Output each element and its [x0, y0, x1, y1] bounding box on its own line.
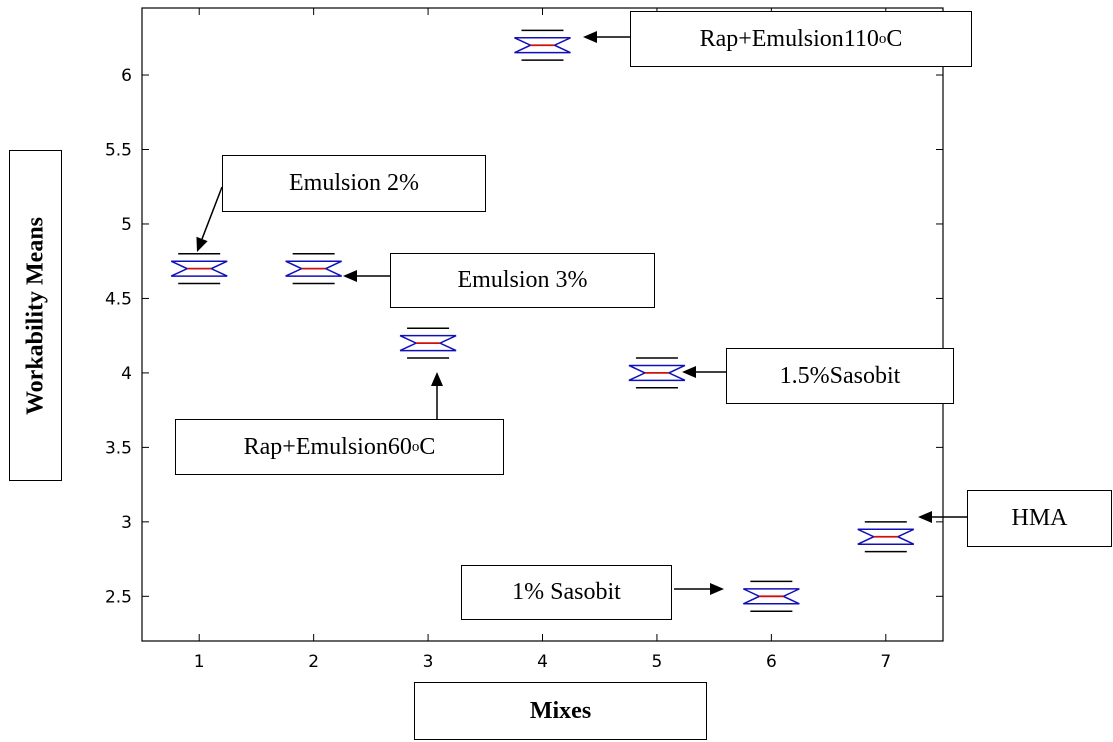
arrow-head — [583, 31, 597, 43]
x-tick-label: 5 — [652, 652, 663, 672]
box-mix-7 — [857, 521, 915, 553]
arrow-head — [710, 583, 724, 595]
arrow-hma — [918, 511, 967, 523]
arrow-head — [682, 366, 696, 378]
annotation-arrows — [196, 31, 967, 595]
y-tick-label: 4 — [121, 364, 132, 384]
arrow-1-5-sasobit — [682, 366, 726, 378]
arrow-emulsion-3 — [343, 270, 390, 282]
arrow-head — [343, 270, 357, 282]
y-tick-label: 4.5 — [105, 289, 132, 309]
annotation-label-1-5-sasobit: 1.5%Sasobit — [726, 348, 954, 404]
x-tick-label: 3 — [423, 652, 434, 672]
box-mix-3 — [399, 327, 457, 359]
annotation-label-1-sasobit: 1% Sasobit — [461, 565, 672, 620]
y-tick-label: 3.5 — [105, 438, 132, 458]
x-tick-label: 7 — [880, 652, 891, 672]
x-axis-title: Mixes — [414, 682, 707, 740]
x-tick-label: 2 — [308, 652, 319, 672]
arrow-head — [196, 236, 208, 252]
boxes — [170, 29, 915, 612]
box-mix-4 — [514, 29, 571, 61]
x-tick-label: 4 — [537, 652, 548, 672]
arrow-rap-emulsion-110 — [583, 31, 630, 43]
arrow-emulsion-2 — [196, 186, 223, 252]
y-tick-label: 2.5 — [105, 587, 132, 607]
annotation-label-hma: HMA — [967, 490, 1112, 547]
y-tick-label: 6 — [121, 66, 132, 86]
arrow-1-sasobit — [674, 583, 724, 595]
box-mix-6 — [743, 580, 800, 612]
annotation-label-emulsion-2: Emulsion 2% — [222, 155, 486, 212]
x-tick-label: 1 — [194, 652, 205, 672]
y-tick-label: 5.5 — [105, 140, 132, 160]
box-mix-2 — [285, 253, 342, 285]
arrow-head — [918, 511, 932, 523]
y-axis-title-box: Workability Means — [9, 150, 62, 481]
y-tick-label: 5 — [121, 215, 132, 235]
annotation-label-emulsion-3: Emulsion 3% — [390, 253, 655, 308]
arrow-head — [431, 372, 443, 386]
box-mix-1 — [170, 253, 228, 285]
y-axis-title: Workability Means — [22, 216, 48, 415]
x-tick-label: 6 — [766, 652, 777, 672]
box-mix-5 — [628, 357, 686, 389]
arrow-rap-emulsion-60 — [431, 372, 443, 419]
plot-frame — [141, 7, 944, 642]
arrow-shaft — [201, 186, 223, 240]
y-tick-label: 3 — [121, 513, 132, 533]
annotation-label-rap-emulsion-60: Rap+Emulsion60 o C — [175, 419, 504, 475]
annotation-label-rap-emulsion-110: Rap+Emulsion110 o C — [630, 11, 972, 67]
